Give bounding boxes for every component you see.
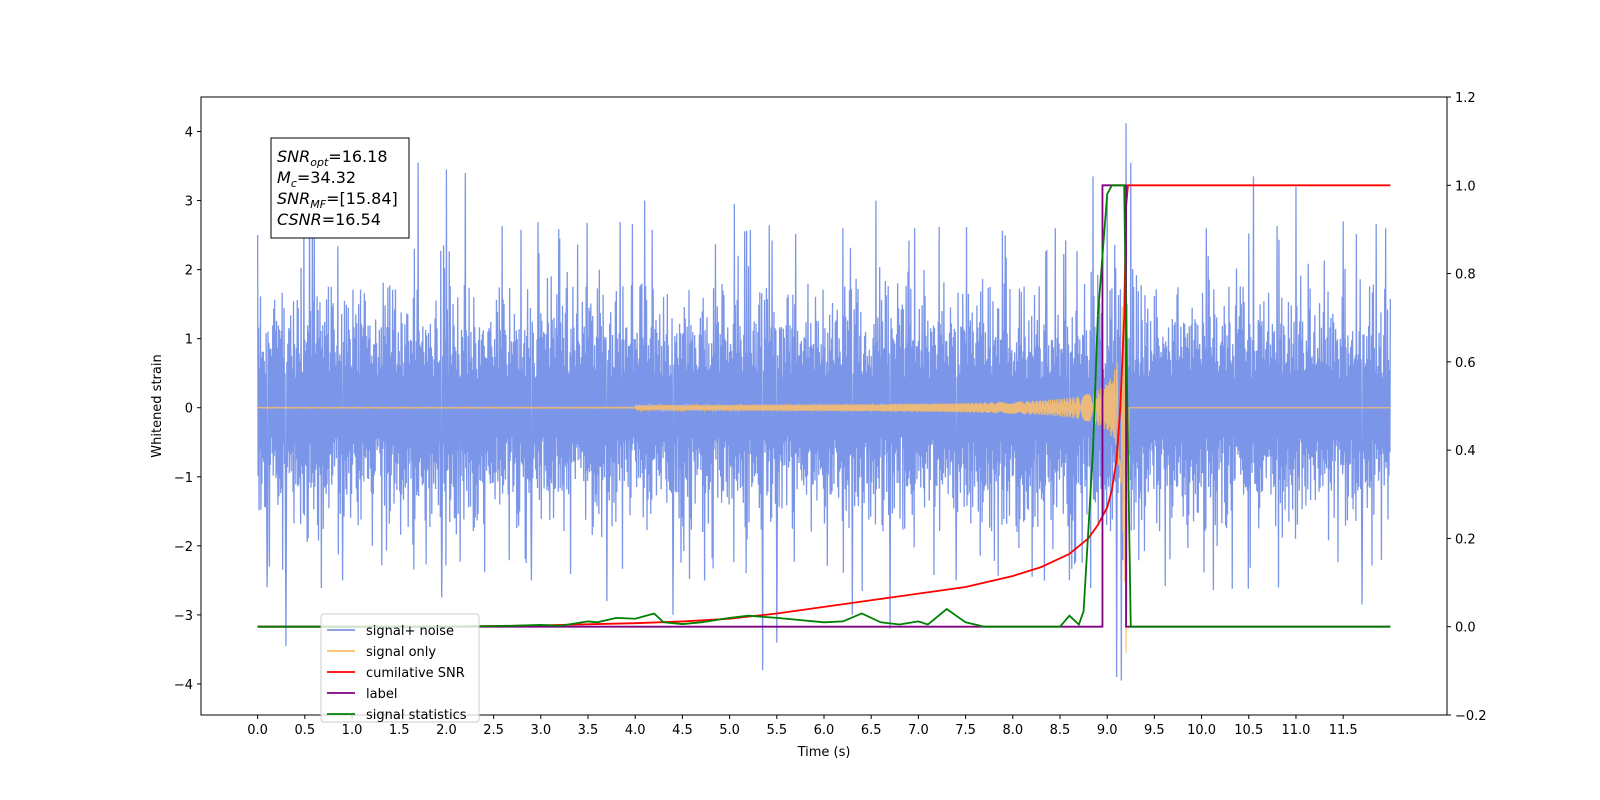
annotation-subscript: c bbox=[291, 177, 297, 190]
x-tick-label: 11.0 bbox=[1281, 723, 1310, 738]
x-axis: 0.0 0.5 1.0 1.5 2.0 2.5 3.0 3.5 4.0 4.5 5.0 5.5 6.0 6… bbox=[247, 715, 1358, 738]
x-tick-label: 0.0 bbox=[247, 723, 268, 738]
x-tick-label: 1.0 bbox=[342, 723, 363, 738]
x-tick-label: 4.0 bbox=[625, 723, 646, 738]
series-line-cumilative-snr bbox=[257, 184, 1391, 628]
y2-tick-label: 0.2 bbox=[1455, 532, 1476, 547]
y2-tick-label: 1.0 bbox=[1455, 179, 1476, 194]
annotation-subscript: opt bbox=[310, 156, 329, 169]
x-tick-label: 3.0 bbox=[530, 723, 551, 738]
x-axis-label: Time (s) bbox=[797, 745, 851, 760]
y-tick-label: −4 bbox=[174, 678, 193, 693]
legend-label-cumilative-snr: cumilative SNR bbox=[366, 666, 465, 681]
x-tick-label: 10.0 bbox=[1187, 723, 1216, 738]
x-tick-label: 9.0 bbox=[1097, 723, 1118, 738]
snr-annotation-box: SNRopt=16.18Mc=34.32SNRMF=[15.84]CSNR=16… bbox=[270, 137, 410, 239]
x-tick-label: 0.5 bbox=[294, 723, 315, 738]
y-tick-label: 3 bbox=[185, 195, 193, 210]
x-tick-label: 3.5 bbox=[578, 723, 599, 738]
annotation-symbol: CSNR bbox=[277, 210, 322, 229]
y-tick-label: 4 bbox=[185, 126, 193, 141]
x-tick-label: 8.5 bbox=[1050, 723, 1071, 738]
x-tick-label: 2.5 bbox=[483, 723, 504, 738]
y-tick-label: 0 bbox=[185, 402, 193, 417]
annotation-value: =16.18 bbox=[328, 147, 387, 166]
annotation-value: =[15.84] bbox=[326, 189, 398, 208]
x-tick-label: 8.0 bbox=[1002, 723, 1023, 738]
legend-box bbox=[320, 613, 480, 723]
annotation-box bbox=[270, 137, 410, 239]
x-tick-label: 1.5 bbox=[389, 723, 410, 738]
legend-label-signal-only: signal only bbox=[366, 645, 436, 660]
y-tick-label: −1 bbox=[174, 471, 193, 486]
x-tick-label: 7.0 bbox=[908, 723, 929, 738]
x-tick-label: 7.5 bbox=[955, 723, 976, 738]
annotation-line: CSNR=16.54 bbox=[277, 210, 381, 229]
x-tick-label: 5.0 bbox=[719, 723, 740, 738]
x-tick-label: 5.5 bbox=[766, 723, 787, 738]
legend: signal+ noise signal only cumilative SNR la… bbox=[320, 613, 480, 723]
y2-tick-label: 0.6 bbox=[1455, 356, 1476, 371]
annotation-symbol: SNR bbox=[277, 189, 310, 208]
y-tick-label: 1 bbox=[185, 333, 193, 348]
x-tick-label: 6.5 bbox=[861, 723, 882, 738]
y2-tick-label: −0.2 bbox=[1455, 709, 1487, 724]
annotation-line: SNRMF=[15.84] bbox=[277, 189, 398, 211]
x-tick-label: 10.5 bbox=[1234, 723, 1263, 738]
y-axis-label: Whitened strain bbox=[150, 354, 165, 457]
annotation-line: SNRopt=16.18 bbox=[277, 147, 388, 169]
legend-label-signal-statistics: signal statistics bbox=[366, 708, 467, 723]
y2-tick-label: 0.0 bbox=[1455, 621, 1476, 636]
y-tick-label: 2 bbox=[185, 264, 193, 279]
annotation-value: =16.54 bbox=[322, 210, 381, 229]
annotation-value: =34.32 bbox=[297, 168, 356, 187]
y2-tick-label: 0.4 bbox=[1455, 444, 1476, 459]
annotation-symbol: M bbox=[277, 168, 291, 187]
series-line-signal-only bbox=[257, 297, 1391, 653]
annotation-subscript: MF bbox=[310, 198, 326, 211]
y-tick-label: −2 bbox=[174, 540, 193, 555]
y-axis-left: −4 −3 −2 −1 0 1 2 3 4 bbox=[174, 126, 201, 693]
series-layer bbox=[256, 123, 1392, 681]
series-line-signal-noise bbox=[256, 123, 1392, 681]
x-tick-label: 9.5 bbox=[1144, 723, 1165, 738]
x-tick-label: 2.0 bbox=[436, 723, 457, 738]
y2-tick-label: 0.8 bbox=[1455, 268, 1476, 283]
x-tick-label: 11.5 bbox=[1329, 723, 1358, 738]
y-tick-label: −3 bbox=[174, 609, 193, 624]
annotation-symbol: SNR bbox=[277, 147, 310, 166]
x-tick-label: 4.5 bbox=[672, 723, 693, 738]
annotation-line: Mc=34.32 bbox=[277, 168, 356, 190]
series-line-signal-statistics bbox=[257, 184, 1391, 628]
x-tick-label: 6.0 bbox=[814, 723, 835, 738]
legend-label-label: label bbox=[366, 687, 397, 702]
legend-label-signal-noise: signal+ noise bbox=[366, 624, 454, 639]
y-axis-right: −0.2 0.0 0.2 0.4 0.6 0.8 1.0 1.2 bbox=[1447, 91, 1487, 724]
y2-tick-label: 1.2 bbox=[1455, 91, 1476, 106]
